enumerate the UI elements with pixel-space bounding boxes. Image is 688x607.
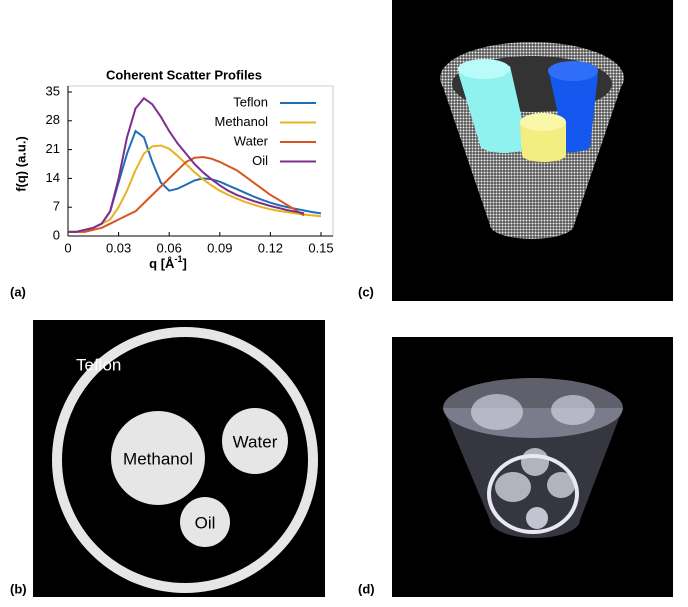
phantom-slice: Teflon Methanol Water Oil xyxy=(33,320,325,597)
x-axis-label: q [Å-1] xyxy=(149,254,187,271)
x-tick-label: 0 xyxy=(64,240,71,255)
material-label: Methanol xyxy=(123,449,193,468)
x-label-end: ] xyxy=(182,256,186,271)
chart-title: Coherent Scatter Profiles xyxy=(106,67,262,82)
y-axis-label: f(q) (a.u.) xyxy=(13,136,28,192)
x-label-sup: -1 xyxy=(174,254,182,264)
material-label: Teflon xyxy=(76,355,121,374)
legend-label: Teflon xyxy=(233,94,268,109)
legend-label: Water xyxy=(234,133,269,148)
y-tick-label: 0 xyxy=(53,227,60,242)
y-tick-label: 35 xyxy=(46,83,60,98)
figure: Coherent Scatter Profiles f(q) (a.u.) q … xyxy=(0,0,688,602)
x-tick-label: 0.03 xyxy=(106,240,131,255)
y-tick-label: 21 xyxy=(46,141,60,156)
legend-label: Methanol xyxy=(215,114,269,129)
panel-label: (b) xyxy=(10,581,27,596)
panel-label: (c) xyxy=(358,284,374,299)
material-label: Water xyxy=(233,432,278,451)
panel-label: (d) xyxy=(358,581,375,596)
x-tick-label: 0.15 xyxy=(308,240,333,255)
render-3d xyxy=(392,0,673,301)
plot: 0 7 14 21 28 35 0 0.03 0.06 0.09 0.12 0.15 Teflon Met… xyxy=(46,83,334,255)
render-projection xyxy=(392,337,673,597)
y-tick-label: 28 xyxy=(46,112,60,127)
y-tick-label: 7 xyxy=(53,199,60,214)
y-tick-label: 14 xyxy=(46,170,60,185)
material-label: Oil xyxy=(195,513,216,532)
panel-label: (a) xyxy=(10,284,26,299)
x-label-text: q [Å xyxy=(149,256,175,271)
legend-label: Oil xyxy=(252,153,268,168)
x-tick-label: 0.09 xyxy=(207,240,232,255)
x-tick-label: 0.12 xyxy=(258,240,283,255)
x-tick-label: 0.06 xyxy=(157,240,182,255)
